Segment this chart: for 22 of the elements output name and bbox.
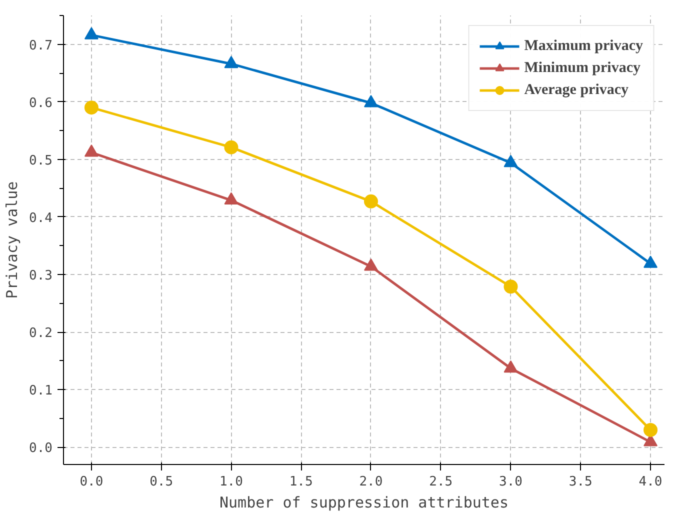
y-tick-label: 0.5 — [29, 153, 53, 168]
x-tick-label: 4.0 — [638, 474, 662, 490]
x-tick-label: 0.0 — [80, 474, 104, 490]
y-axis-title: Privacy value — [3, 181, 22, 299]
x-tick-label: 1.0 — [219, 474, 243, 490]
x-tick-label: 3.5 — [568, 474, 592, 490]
y-tick-label: 0.3 — [29, 268, 53, 284]
y-tick-label: 0.0 — [29, 441, 53, 456]
x-tick-label: 2.5 — [429, 474, 453, 490]
y-tick-label: 0.4 — [29, 210, 53, 226]
y-tick-label: 0.1 — [29, 384, 53, 399]
x-tick-label: 1.5 — [289, 474, 313, 490]
y-tick-label: 0.6 — [29, 96, 53, 111]
x-tick-label: 0.5 — [150, 474, 174, 490]
x-tick-label: 2.0 — [359, 474, 383, 490]
y-tick-label: 0.2 — [29, 326, 53, 342]
legend-label: Average privacy — [524, 82, 629, 98]
legend-label: Minimum privacy — [524, 60, 641, 76]
y-tick-label: 0.7 — [29, 38, 53, 54]
legend-label: Maximum privacy — [524, 38, 643, 54]
x-tick-label: 3.0 — [499, 474, 522, 490]
x-axis-title: Number of suppression attributes — [220, 494, 508, 512]
